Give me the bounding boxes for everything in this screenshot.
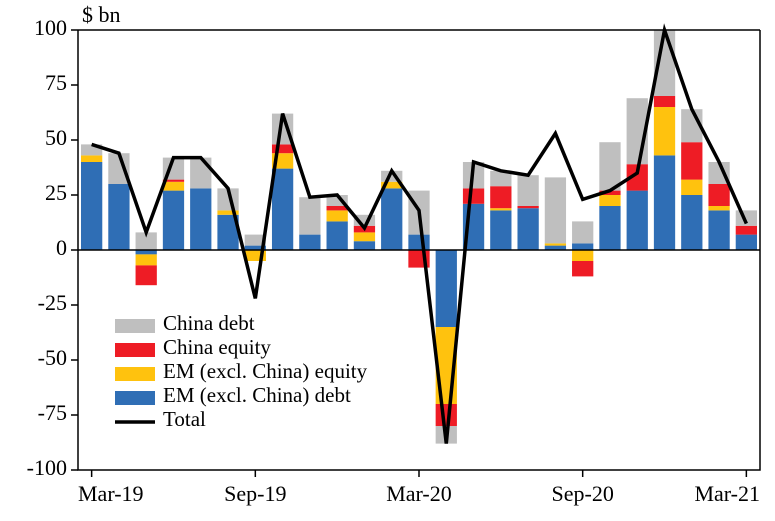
x-tick-label: Mar-20	[386, 481, 452, 506]
legend-label: China debt	[163, 311, 255, 335]
y-tick-label: 50	[45, 125, 67, 150]
bar-em_ex_china_debt	[572, 243, 593, 250]
bar-em_ex_china_debt	[408, 235, 429, 250]
y-tick-label: 25	[45, 180, 67, 205]
bar-em_ex_china_equity	[708, 206, 729, 210]
bar-china_equity	[681, 142, 702, 179]
bar-em_ex_china_equity	[81, 155, 102, 162]
y-axis-title: $ bn	[82, 2, 121, 27]
x-tick-label: Sep-20	[552, 481, 614, 506]
bar-em_ex_china_debt	[627, 191, 648, 250]
bar-em_ex_china_equity	[136, 254, 157, 265]
legend-swatch	[115, 343, 155, 357]
bar-em_ex_china_equity	[545, 243, 566, 245]
bar-em_ex_china_debt	[272, 169, 293, 250]
legend-label: China equity	[163, 335, 271, 359]
legend-label: Total	[163, 407, 206, 431]
bar-china_equity	[736, 226, 757, 235]
legend-label: EM (excl. China) debt	[163, 383, 351, 407]
bar-china_equity	[517, 206, 538, 208]
bar-china_equity	[136, 265, 157, 285]
bar-em_ex_china_debt	[736, 235, 757, 250]
bar-em_ex_china_equity	[681, 180, 702, 195]
legend-label: EM (excl. China) equity	[163, 359, 368, 383]
bar-china_debt	[572, 221, 593, 243]
bar-china_debt	[299, 197, 320, 234]
bar-em_ex_china_debt	[654, 155, 675, 250]
x-tick-label: Mar-21	[694, 481, 760, 506]
bar-em_ex_china_equity	[572, 250, 593, 261]
x-tick-label: Sep-19	[224, 481, 286, 506]
bar-em_ex_china_debt	[327, 221, 348, 250]
y-tick-label: 75	[45, 70, 67, 95]
bar-china_debt	[599, 142, 620, 190]
y-tick-label: 100	[34, 15, 67, 40]
bar-em_ex_china_debt	[108, 184, 129, 250]
bar-em_ex_china_debt	[517, 208, 538, 250]
bar-china_debt	[517, 175, 538, 206]
bar-china_equity	[463, 188, 484, 203]
bar-china_equity	[654, 96, 675, 107]
bar-em_ex_china_debt	[381, 188, 402, 250]
bar-em_ex_china_debt	[81, 162, 102, 250]
bar-em_ex_china_debt	[190, 188, 211, 250]
bar-china_debt	[545, 177, 566, 243]
legend-swatch	[115, 319, 155, 333]
bar-em_ex_china_equity	[354, 232, 375, 241]
y-tick-label: -25	[38, 290, 67, 315]
bar-em_ex_china_debt	[708, 210, 729, 250]
bar-em_ex_china_debt	[354, 241, 375, 250]
bar-china_debt	[190, 158, 211, 189]
bar-em_ex_china_equity	[599, 195, 620, 206]
y-tick-label: -100	[27, 455, 67, 480]
bar-em_ex_china_debt	[599, 206, 620, 250]
bar-china_equity	[572, 261, 593, 276]
y-tick-label: -75	[38, 400, 67, 425]
bar-em_ex_china_equity	[327, 210, 348, 221]
y-tick-label: 0	[56, 235, 67, 260]
chart-svg: -100 -75 -50 -25 0 25 50 75 100 Mar-19 Sep-19 Mar-2…	[0, 0, 775, 521]
bar-em_ex_china_debt	[436, 250, 457, 327]
bar-em_ex_china_debt	[681, 195, 702, 250]
bar-em_ex_china_debt	[163, 191, 184, 250]
legend-swatch	[115, 367, 155, 381]
bar-em_ex_china_equity	[654, 107, 675, 155]
bar-em_ex_china_debt	[490, 210, 511, 250]
chart-container: -100 -75 -50 -25 0 25 50 75 100 Mar-19 Sep-19 Mar-2…	[0, 0, 775, 521]
bar-china_equity	[436, 404, 457, 426]
bar-china_equity	[708, 184, 729, 206]
bar-china_equity	[272, 144, 293, 153]
bar-em_ex_china_debt	[299, 235, 320, 250]
bar-em_ex_china_equity	[490, 208, 511, 210]
x-tick-label: Mar-19	[78, 481, 144, 506]
legend-swatch	[115, 391, 155, 405]
bar-china_equity	[490, 186, 511, 208]
y-tick-label: -50	[38, 345, 67, 370]
